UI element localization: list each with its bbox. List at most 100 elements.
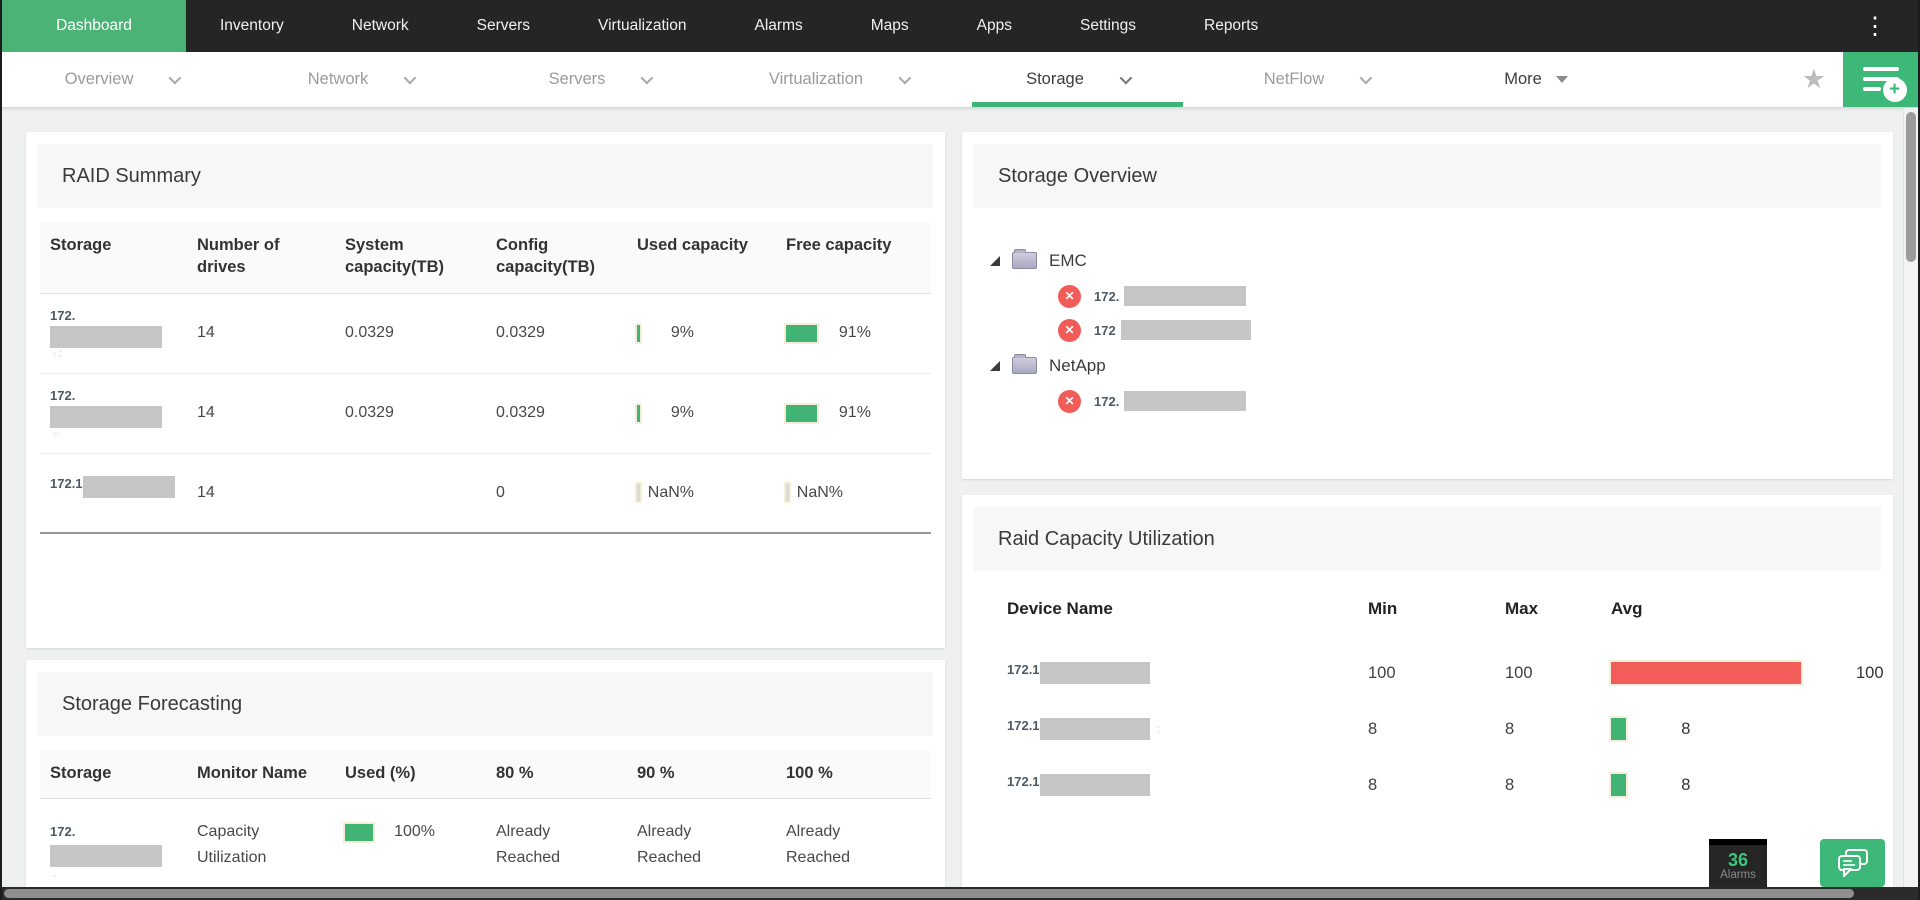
table-row[interactable]: 172.1 : 8 8 8: [974, 701, 1881, 757]
storage-cell: 172. · :: [40, 308, 187, 359]
widget-title: RAID Summary: [38, 144, 933, 208]
storage-overview-widget: Storage Overview EMC ✕ 172. ✕ 172 NetApp…: [962, 132, 1893, 479]
redacted-ip: [50, 845, 162, 868]
tree-leaf-device[interactable]: ✕ 172.: [990, 384, 1893, 418]
nav-item-virtualization[interactable]: Virtualization: [598, 17, 687, 34]
chevron-down-icon: [1119, 71, 1133, 85]
tree-node-netapp[interactable]: NetApp: [990, 347, 1893, 384]
error-status-icon: ✕: [1058, 389, 1081, 413]
table-row[interactable]: 172. ·· 14 0.0329 0.0329 9% 91%: [40, 374, 931, 454]
used-capacity-bar: 9%: [627, 404, 776, 422]
raid-capacity-table: Device Name Min Max Avg 172.1 100 100 10…: [974, 599, 1884, 813]
widget-title: Storage Overview: [974, 144, 1881, 208]
raid-summary-widget: RAID Summary Storage Number of drives Sy…: [26, 132, 945, 648]
chevron-down-icon: [168, 71, 182, 85]
tree-leaf-device[interactable]: ✕ 172.: [990, 279, 1893, 313]
free-capacity-bar: NaN%: [776, 484, 931, 502]
redacted-ip: [1039, 718, 1150, 740]
table-header-row: Storage Monitor Name Used (%) 80 % 90 % …: [40, 750, 931, 800]
nav-item-apps[interactable]: Apps: [976, 17, 1012, 34]
redacted-ip: [1124, 286, 1247, 306]
free-capacity-bar: 91%: [776, 404, 931, 422]
storage-tree: EMC ✕ 172. ✕ 172 NetApp ✕ 172.: [962, 220, 1893, 418]
expand-triangle-icon[interactable]: [990, 255, 1000, 266]
free-capacity-bar: 91%: [776, 324, 931, 342]
avg-utilization-bar: 100: [1611, 662, 1884, 684]
redacted-ip: [50, 325, 162, 348]
alarm-label: Alarms: [1720, 868, 1756, 881]
used-capacity-bar: 9%: [627, 324, 776, 342]
nav-item-servers[interactable]: Servers: [476, 17, 531, 34]
alarm-count: 36: [1727, 849, 1749, 870]
dashboard-tabs-bar: Overview Network Servers Virtualization …: [2, 52, 1918, 108]
table-row[interactable]: 172.1 100 100 100: [974, 645, 1884, 701]
chat-bubbles-icon: [1837, 849, 1868, 877]
caret-down-icon: [1555, 76, 1568, 83]
redacted-ip: [1124, 391, 1247, 411]
device-cell: 172.1: [1007, 774, 1368, 796]
expand-triangle-icon[interactable]: [990, 360, 1000, 371]
storage-forecasting-widget: Storage Forecasting Storage Monitor Name…: [26, 660, 945, 900]
storage-cell: 172. ·: [40, 819, 187, 882]
kebab-menu-icon[interactable]: ⋮: [1863, 12, 1887, 40]
table-header-row: Storage Number of drives System capacity…: [40, 222, 931, 294]
top-nav: Dashboard Inventory Network Servers Virt…: [2, 0, 1918, 52]
tab-servers[interactable]: Servers: [480, 52, 719, 107]
widget-title: Raid Capacity Utilization: [974, 507, 1881, 571]
vertical-scrollbar[interactable]: [1903, 108, 1918, 887]
nav-item-inventory[interactable]: Inventory: [220, 17, 284, 34]
redacted-ip: [1039, 774, 1150, 796]
tab-more[interactable]: More: [1436, 52, 1636, 107]
table-row[interactable]: 172.1 8 8 8: [974, 757, 1881, 813]
nav-item-reports[interactable]: Reports: [1204, 17, 1259, 34]
storage-cell: 172. ··: [40, 388, 187, 439]
list-plus-icon: +: [1862, 66, 1907, 102]
nav-item-alarms[interactable]: Alarms: [754, 17, 803, 34]
nav-item-maps[interactable]: Maps: [870, 17, 909, 34]
tab-storage[interactable]: Storage: [958, 52, 1197, 107]
folder-icon: [1012, 354, 1037, 374]
device-cell: 172.1 :: [1007, 718, 1368, 740]
redacted-ip: [1039, 662, 1150, 684]
nav-item-network[interactable]: Network: [351, 17, 409, 34]
avg-utilization-bar: 8: [1611, 774, 1881, 796]
tree-leaf-device[interactable]: ✕ 172: [990, 313, 1893, 347]
tab-overview[interactable]: Overview: [2, 52, 241, 107]
used-capacity-bar: NaN%: [627, 484, 776, 502]
redacted-ip: [82, 476, 175, 499]
add-dashboard-button[interactable]: +: [1843, 52, 1918, 107]
error-status-icon: ✕: [1058, 284, 1081, 308]
device-cell: 172.1: [1007, 662, 1368, 684]
avg-utilization-bar: 8: [1611, 718, 1881, 740]
tab-network[interactable]: Network: [241, 52, 480, 107]
used-percent-bar: 100%: [335, 819, 486, 845]
chevron-down-icon: [1359, 71, 1373, 85]
tree-node-emc[interactable]: EMC: [990, 242, 1893, 279]
error-status-icon: ✕: [1058, 318, 1081, 342]
raid-summary-table: Storage Number of drives System capacity…: [40, 222, 931, 534]
widget-title: Storage Forecasting: [38, 672, 933, 736]
chevron-down-icon: [898, 71, 912, 85]
folder-icon: [1012, 249, 1037, 269]
nav-item-settings[interactable]: Settings: [1079, 17, 1136, 34]
storage-forecasting-table: Storage Monitor Name Used (%) 80 % 90 % …: [40, 750, 931, 887]
redacted-ip: [50, 405, 162, 428]
table-row[interactable]: 172.1 14 0 NaN% NaN%: [40, 454, 931, 534]
tab-netflow[interactable]: NetFlow: [1197, 52, 1436, 107]
storage-cell: 172.1: [40, 476, 187, 509]
horizontal-scrollbar-thumb[interactable]: [4, 889, 1854, 898]
table-header-row: Device Name Min Max Avg: [1007, 599, 1643, 618]
chevron-down-icon: [403, 71, 417, 85]
alarms-badge[interactable]: 36 Alarms: [1709, 839, 1767, 887]
chat-support-button[interactable]: [1820, 839, 1885, 887]
vertical-scrollbar-thumb[interactable]: [1906, 112, 1916, 262]
table-row[interactable]: 172. · : 14 0.0329 0.0329 9% 91%: [40, 294, 931, 374]
horizontal-scrollbar[interactable]: [2, 887, 1918, 900]
table-row[interactable]: 172. · Capacity Utilization 100% Already…: [40, 799, 931, 887]
nav-item-dashboard[interactable]: Dashboard: [2, 0, 186, 52]
redacted-ip: [1120, 320, 1251, 340]
raid-capacity-widget: Raid Capacity Utilization Device Name Mi…: [962, 495, 1893, 900]
chevron-down-icon: [640, 71, 654, 85]
favorite-star-icon[interactable]: ★: [1801, 64, 1826, 94]
tab-virtualization[interactable]: Virtualization: [719, 52, 958, 107]
